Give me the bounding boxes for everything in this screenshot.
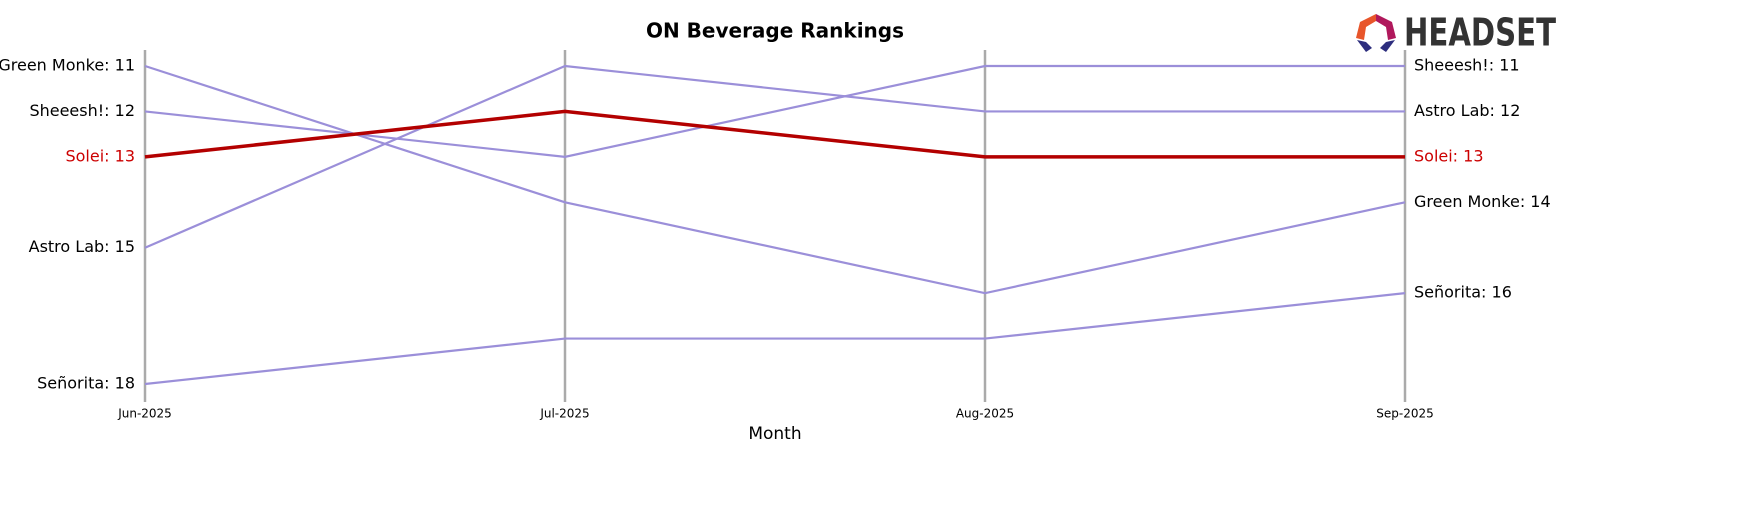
series-label: Solei: 13 [1414,146,1484,165]
series-line [144,109,1405,159]
series-line [144,292,1406,386]
x-tick-label: Aug-2025 [956,407,1014,421]
x-tick-label: Sep-2025 [1376,407,1434,421]
logo-shape [1357,40,1372,52]
x-axis-label: Month [748,424,801,444]
series-label: Solei: 13 [65,146,135,165]
series-label: Astro Lab: 12 [1414,101,1520,120]
logo-icon [1356,14,1396,52]
series-label: Green Monke: 14 [1414,192,1551,211]
series-label: Señorita: 16 [1414,283,1512,302]
logo-shape [1376,14,1396,40]
series-label: Sheeesh!: 12 [29,101,135,120]
series-label: Astro Lab: 15 [29,237,135,256]
logo-shape [1356,14,1376,40]
x-tick-label: Jul-2025 [539,407,589,421]
logo-shape [1380,40,1395,52]
logo-text: HEADSET [1404,11,1556,55]
chart-title: ON Beverage Rankings [646,19,904,43]
x-tick-label: Jun-2025 [117,407,172,421]
series-label: Green Monke: 11 [0,56,135,75]
series-label: Señorita: 18 [37,374,135,393]
series-line [144,64,1405,249]
series-label: Sheeesh!: 11 [1414,56,1520,75]
series-line [144,64,1406,295]
